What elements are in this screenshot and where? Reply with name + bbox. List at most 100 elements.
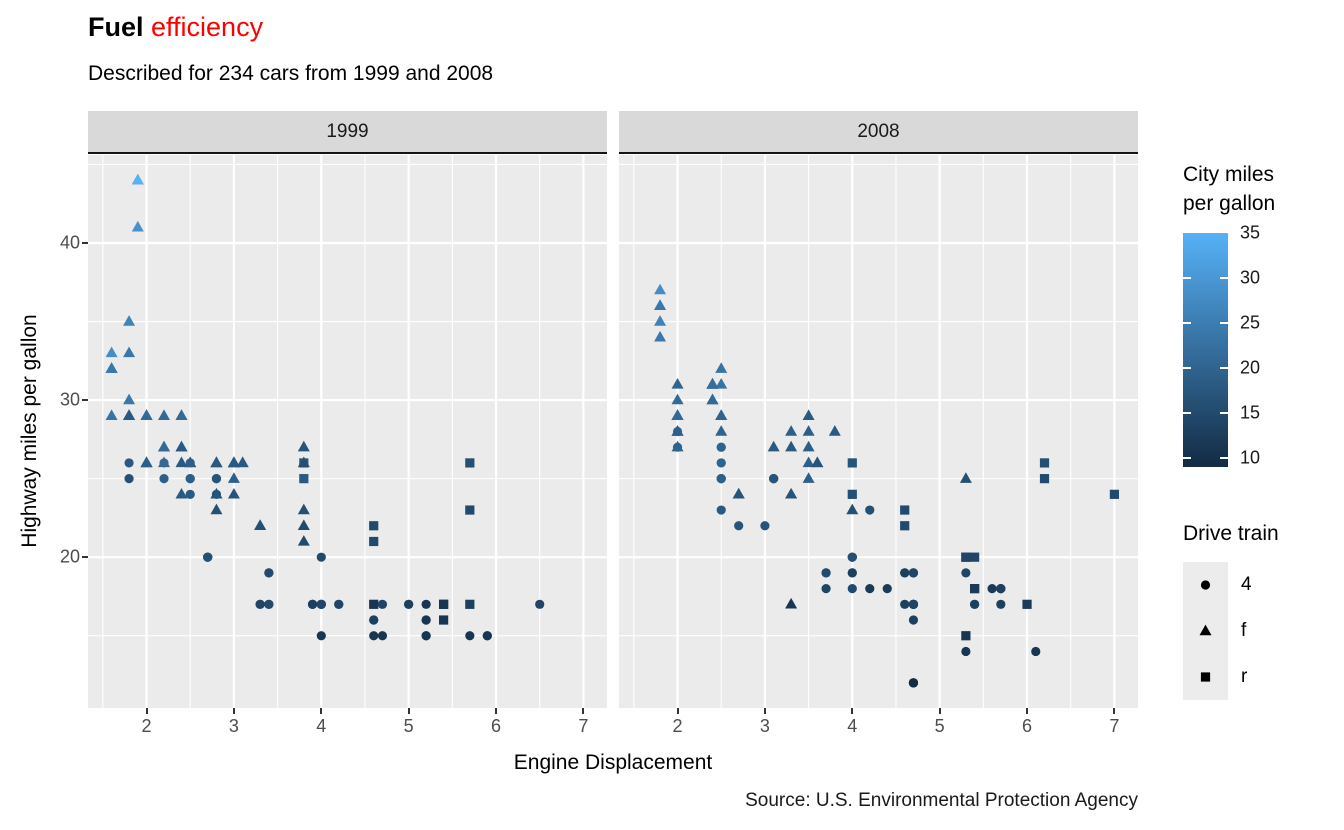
data-point xyxy=(185,474,195,484)
colorbar-tick-mark xyxy=(1220,322,1228,324)
x-tick-mark xyxy=(1113,708,1116,714)
data-point xyxy=(959,472,972,483)
data-point xyxy=(421,599,431,609)
scatter-panel-1999 xyxy=(88,155,607,708)
data-point xyxy=(908,599,919,609)
colorbar-tick-mark xyxy=(1220,367,1228,369)
data-point xyxy=(785,425,798,436)
x-tick-label: 2 xyxy=(672,716,683,736)
data-point xyxy=(802,440,815,452)
data-point xyxy=(847,552,857,562)
data-point xyxy=(715,362,728,373)
data-point xyxy=(1109,489,1120,499)
data-point xyxy=(123,393,136,405)
page-title: Fuel efficiency xyxy=(88,12,263,43)
x-tick-label: 5 xyxy=(403,716,414,736)
caption: Source: U.S. Environmental Protection Ag… xyxy=(745,790,1138,811)
data-point xyxy=(961,552,971,562)
data-point xyxy=(465,458,475,468)
x-tick-mark xyxy=(407,708,410,714)
data-point xyxy=(316,599,326,609)
colorbar-legend-title: City miles per gallon xyxy=(1183,160,1275,218)
data-point xyxy=(185,489,195,499)
x-tick-mark xyxy=(1026,708,1029,714)
square-icon xyxy=(1200,672,1211,682)
data-point xyxy=(847,584,857,594)
y-tick-label: 20 xyxy=(59,546,80,567)
data-point xyxy=(105,346,118,358)
colorbar-title-line2: per gallon xyxy=(1183,192,1276,215)
x-tick-label: 6 xyxy=(491,716,502,736)
data-point xyxy=(828,425,841,436)
x-tick-label: 2 xyxy=(141,716,152,736)
data-point xyxy=(1039,458,1050,468)
data-point xyxy=(210,503,223,515)
data-point xyxy=(236,456,249,468)
legend-key-label: r xyxy=(1241,666,1248,687)
data-point xyxy=(865,584,875,594)
scatter-panel-2008 xyxy=(619,155,1138,708)
data-point xyxy=(131,173,144,185)
data-point xyxy=(334,599,344,609)
data-point xyxy=(900,568,910,578)
data-point xyxy=(900,505,910,515)
data-point xyxy=(369,631,379,641)
data-point xyxy=(297,535,310,546)
data-point xyxy=(785,487,798,499)
data-point xyxy=(970,584,980,594)
x-tick-label: 6 xyxy=(1022,716,1033,736)
data-point xyxy=(404,599,414,609)
data-point xyxy=(706,393,719,405)
data-point xyxy=(821,568,831,578)
x-tick-mark xyxy=(495,708,498,714)
data-point xyxy=(297,503,310,515)
data-point xyxy=(299,474,309,484)
data-point xyxy=(865,505,875,515)
data-point xyxy=(671,440,684,452)
data-point xyxy=(908,568,919,578)
data-point xyxy=(1039,474,1050,484)
data-point xyxy=(421,631,431,641)
data-point xyxy=(140,456,153,468)
data-point xyxy=(210,487,223,499)
data-point xyxy=(377,631,388,641)
data-point xyxy=(227,456,240,468)
data-point xyxy=(970,552,980,562)
data-point xyxy=(297,519,310,530)
data-point xyxy=(159,474,169,484)
data-point xyxy=(140,409,153,420)
data-point xyxy=(123,409,136,420)
data-point xyxy=(996,584,1006,594)
data-point xyxy=(175,440,188,452)
data-point xyxy=(802,456,815,468)
data-point xyxy=(654,283,667,295)
facet-strip-1999: 1999 xyxy=(88,111,607,154)
colorbar-tick-mark xyxy=(1183,367,1191,369)
data-point xyxy=(987,584,997,594)
data-point xyxy=(654,299,667,311)
data-point xyxy=(970,599,980,609)
data-point xyxy=(535,599,545,609)
x-axis-title: Engine Displacement xyxy=(513,751,713,774)
data-point xyxy=(654,315,667,326)
data-point xyxy=(961,631,971,641)
data-point xyxy=(802,472,815,483)
colorbar-tick-label: 30 xyxy=(1240,267,1261,288)
data-point xyxy=(671,393,684,405)
data-point xyxy=(706,377,719,389)
data-point xyxy=(307,599,318,609)
colorbar-title-line1: City miles xyxy=(1183,163,1275,186)
y-tick-mark xyxy=(82,399,88,402)
colorbar-tick-mark xyxy=(1220,412,1228,414)
legend-key-label: 4 xyxy=(1241,574,1252,595)
data-point xyxy=(131,220,144,232)
y-axis-title: Highway miles per gallon xyxy=(18,314,41,548)
colorbar-tick-mark xyxy=(1220,457,1228,459)
data-point xyxy=(769,474,779,484)
x-tick-mark xyxy=(851,708,854,714)
data-point xyxy=(716,474,726,484)
data-point xyxy=(377,599,388,609)
data-point xyxy=(716,458,726,468)
data-point xyxy=(785,440,798,452)
x-tick-mark xyxy=(232,708,235,714)
